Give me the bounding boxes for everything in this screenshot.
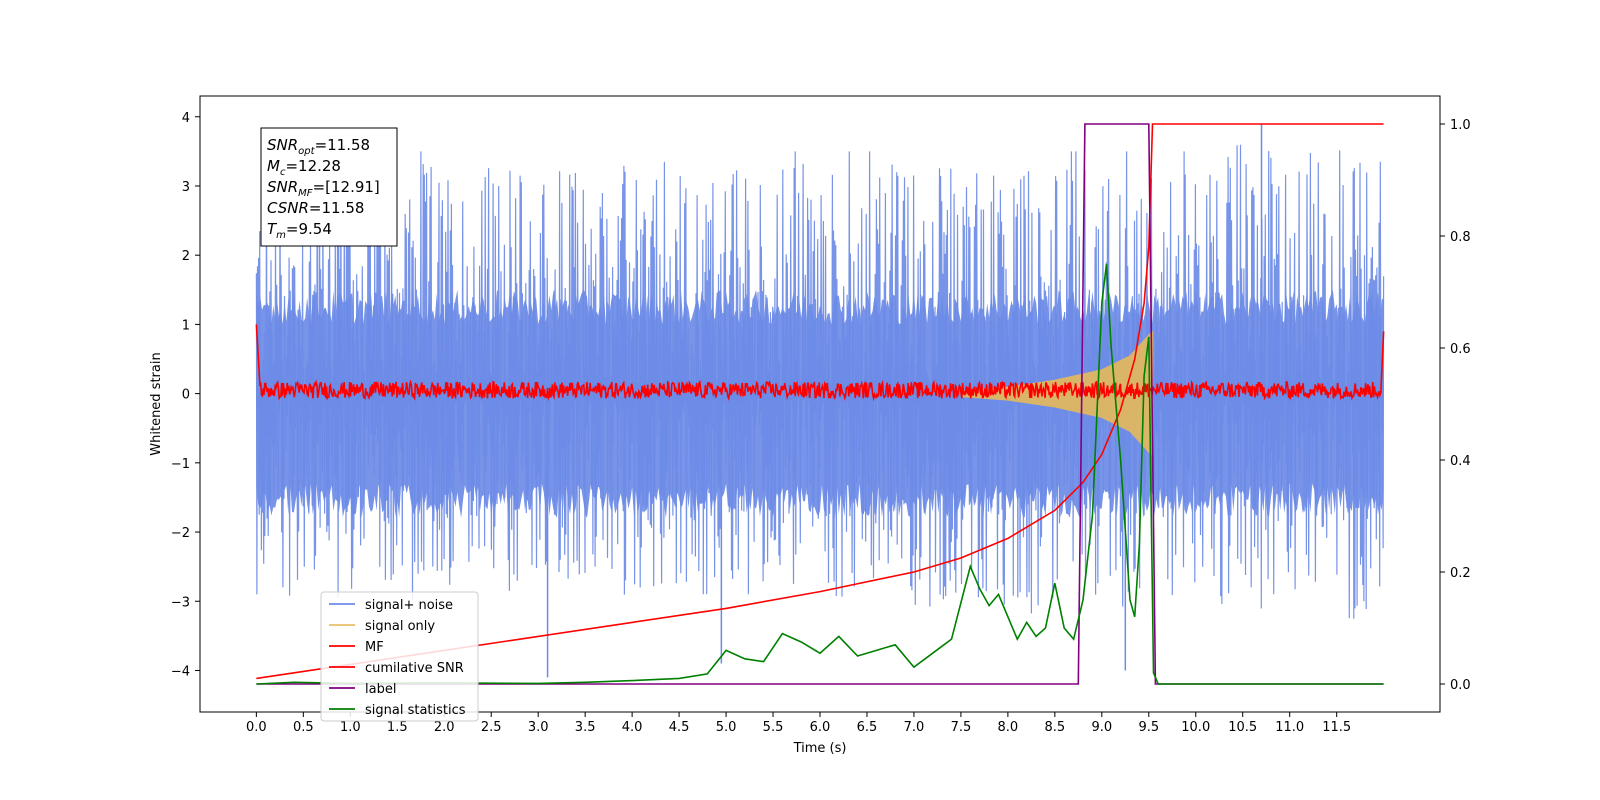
y-axis-label: Whitened strain [149,352,164,455]
x-tick-label: 3.5 [575,720,596,735]
annotation-line: CSNR=11.58 [267,199,364,217]
y-axis-right: 1.0 0.8 0.6 0.4 0.2 0.0 [1440,118,1471,693]
legend-label: MF [365,640,384,655]
annotation-symbol: CSNR [267,199,309,217]
y-right-tick-label: 0.4 [1450,454,1471,469]
x-tick-label: 9.5 [1138,720,1159,735]
y-right-tick-label: 0.6 [1450,342,1471,357]
x-tick-label: 7.5 [951,720,972,735]
x-tick-label: 2.5 [481,720,502,735]
x-tick-label: 4.5 [669,720,690,735]
annotation-subscript: MF [298,188,313,199]
annotation-line: Mc=12.28 [267,157,341,178]
annotation-value: =11.58 [309,199,365,217]
y-left-tick-label: 0 [182,388,190,403]
series-signal-noise-core [256,289,1384,519]
x-tick-label: 3.0 [528,720,549,735]
annotation-line: Tm=9.54 [267,220,332,241]
legend-label: signal+ noise [365,598,453,613]
x-tick-label: 11.0 [1275,720,1304,735]
y-right-tick-label: 0.8 [1450,230,1471,245]
x-tick-label: 10.0 [1181,720,1210,735]
annotation-value: =[12.91] [313,178,380,196]
annotation-line: SNRMF=[12.91] [267,178,380,199]
legend-frame [320,591,479,722]
x-tick-label: 2.0 [434,720,455,735]
annotation-frame [260,127,398,247]
y-axis-left: 4 3 2 1 0 −1 −2 −3 −4 [171,111,200,679]
x-axis-label: Time (s) [793,741,847,756]
x-tick-label: 6.5 [857,720,878,735]
x-tick-label: 9.0 [1091,720,1112,735]
x-tick-label: 1.0 [340,720,361,735]
x-tick-label: 8.5 [1045,720,1066,735]
x-tick-label: 5.5 [763,720,784,735]
x-tick-label: 8.0 [998,720,1019,735]
x-tick-label: 4.0 [622,720,643,735]
y-left-tick-label: 3 [182,180,190,195]
series-cumulative-snr-line [256,123,1384,680]
series-signal-only-line [960,331,1154,456]
annotation-symbol: M [267,157,280,175]
annotation-subscript: opt [298,146,315,157]
annotation-line: SNRopt=11.58 [267,136,370,157]
y-left-tick-label: −3 [171,595,190,610]
y-left-tick-label: 2 [182,249,190,264]
y-left-tick-label: 1 [182,318,190,333]
x-tick-label: 10.5 [1228,720,1257,735]
x-tick-label: 0.0 [246,720,267,735]
annotation-symbol: T [267,220,278,238]
y-right-tick-label: 0.2 [1450,566,1471,581]
y-left-tick-label: 4 [182,111,190,126]
y-left-tick-label: −4 [171,664,190,679]
x-tick-label: 1.5 [387,720,408,735]
legend-label: cumilative SNR [365,661,464,676]
y-right-tick-label: 0.0 [1450,678,1471,693]
annotation-subscript: c [280,167,286,178]
annotation-box: SNRopt=11.58Mc=12.28SNRMF=[12.91]CSNR=11… [260,127,398,247]
x-tick-label: 6.0 [810,720,831,735]
x-tick-label: 11.5 [1322,720,1351,735]
x-axis: 0.0 0.5 1.0 1.5 2.0 2.5 3.0 3.5 4.0 4.5 5.0 5.5 6.0 6… [246,712,1351,735]
annotation-value: =9.54 [286,220,332,238]
y-left-tick-label: −2 [171,526,190,541]
series-signal-statistics-line [256,263,1384,685]
y-right-tick-label: 1.0 [1450,118,1471,133]
legend-label: signal statistics [365,703,466,718]
annotation-symbol: SNR [267,178,298,196]
annotation-subscript: m [276,230,286,241]
legend-label: label [365,682,396,697]
x-tick-label: 5.0 [716,720,737,735]
series-mf-line [255,324,1385,402]
annotation-symbol: SNR [267,136,298,154]
y-left-tick-label: −1 [171,457,190,472]
legend-label: signal only [365,619,435,634]
plot-content [255,123,1385,685]
annotation-value: =11.58 [315,136,371,154]
x-tick-label: 7.0 [904,720,925,735]
annotation-value: =12.28 [285,157,341,175]
legend: signal+ noise signal only MF cumilative SNR… [320,591,479,722]
x-tick-label: 0.5 [293,720,314,735]
